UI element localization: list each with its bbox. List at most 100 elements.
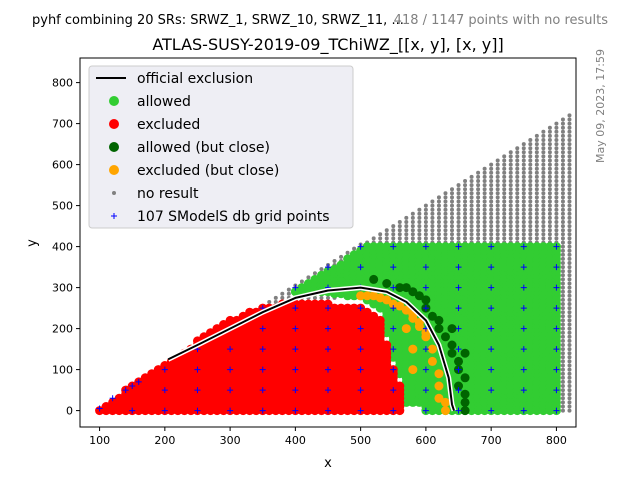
no-result-point — [476, 183, 481, 188]
no-result-point — [534, 191, 539, 196]
no-result-point — [502, 211, 507, 216]
no-result-point — [443, 211, 448, 216]
no-result-point — [502, 191, 507, 196]
no-result-point — [397, 224, 402, 229]
no-result-point — [476, 187, 481, 192]
no-result-point — [273, 295, 278, 300]
grid-point — [553, 284, 560, 291]
no-result-point — [567, 154, 572, 159]
no-result-point — [456, 199, 461, 204]
no-result-point — [567, 297, 572, 302]
no-result-point — [521, 203, 526, 208]
no-result-point — [528, 191, 533, 196]
no-result-point — [312, 295, 317, 300]
legend-dot-marker — [109, 142, 119, 152]
no-result-point — [521, 166, 526, 171]
no-result-point — [489, 220, 494, 224]
no-result-point — [541, 138, 546, 142]
no-result-point — [430, 236, 435, 241]
no-result-point — [560, 322, 565, 327]
allowed-point — [434, 242, 444, 252]
no-result-point — [567, 224, 572, 229]
grid-point — [422, 305, 429, 312]
no-result-point — [534, 187, 539, 192]
y-tick-label: 200 — [52, 323, 73, 336]
no-result-point — [521, 154, 526, 159]
grid-point — [553, 366, 560, 373]
no-result-point — [476, 170, 481, 175]
no-result-point — [547, 232, 552, 237]
no-result-point — [541, 162, 546, 167]
no-result-point — [476, 207, 481, 212]
excluded-close-point — [434, 369, 444, 379]
no-result-point — [450, 215, 454, 220]
no-result-point — [417, 224, 422, 229]
no-result-point — [469, 183, 474, 188]
no-result-point — [534, 166, 539, 171]
no-result-point — [436, 215, 441, 220]
grid-point — [520, 387, 527, 394]
no-result-point — [286, 287, 291, 292]
no-result-point — [528, 138, 533, 142]
no-result-point — [502, 199, 507, 204]
no-result-point — [482, 215, 487, 220]
no-result-point — [423, 224, 428, 229]
excluded-point — [153, 365, 163, 375]
excluded-close-point — [427, 344, 437, 354]
no-result-point — [534, 211, 539, 216]
allowed-close-points — [369, 274, 470, 416]
no-result-point — [560, 248, 565, 253]
excluded-close-point — [401, 305, 411, 315]
no-result-point — [560, 347, 565, 352]
grid-point — [488, 387, 495, 394]
allowed-close-point — [401, 283, 411, 293]
no-result-point — [299, 279, 304, 284]
no-result-point — [560, 138, 565, 142]
no-result-point — [534, 158, 539, 163]
no-result-point — [463, 211, 468, 216]
no-result-point — [534, 195, 539, 200]
excluded-close-point — [434, 381, 444, 391]
no-result-point — [554, 195, 559, 200]
no-result-point — [567, 285, 572, 290]
no-result-point — [436, 195, 441, 200]
no-result-point — [560, 236, 565, 241]
legend-label: excluded (but close) — [137, 163, 279, 179]
no-result-point — [541, 187, 546, 192]
no-result-point — [560, 293, 565, 298]
no-result-point — [567, 117, 572, 122]
no-result-point — [521, 183, 526, 188]
no-result-point — [430, 211, 435, 216]
no-result-point — [560, 297, 565, 302]
legend-plus-marker — [111, 213, 117, 219]
no-result-point — [567, 322, 572, 327]
grid-point — [390, 366, 397, 373]
no-result-point — [521, 142, 526, 147]
no-result-point — [560, 166, 565, 171]
no-result-point — [560, 277, 565, 282]
no-result-point — [554, 203, 559, 208]
no-result-point — [469, 211, 474, 216]
grid-point — [422, 243, 429, 250]
no-result-point — [508, 203, 513, 208]
legend-dot-marker — [109, 119, 119, 129]
no-result-point — [560, 396, 565, 401]
no-result-point — [410, 232, 415, 237]
no-result-point — [547, 224, 552, 229]
no-result-point — [423, 203, 428, 208]
no-result-point — [410, 211, 415, 216]
y-tick-label: 100 — [52, 364, 73, 377]
no-result-point — [502, 232, 507, 237]
allowed-close-point — [460, 406, 470, 416]
no-result-point — [528, 162, 533, 167]
allowed-point — [532, 242, 542, 252]
no-result-point — [515, 199, 520, 204]
no-result-point — [463, 187, 468, 192]
excluded-close-point — [434, 393, 444, 403]
no-result-point — [502, 220, 507, 224]
no-result-point — [560, 359, 565, 364]
no-result-point — [541, 179, 546, 183]
no-result-point — [463, 191, 468, 196]
allowed-point — [506, 242, 516, 252]
no-result-point — [554, 179, 559, 183]
